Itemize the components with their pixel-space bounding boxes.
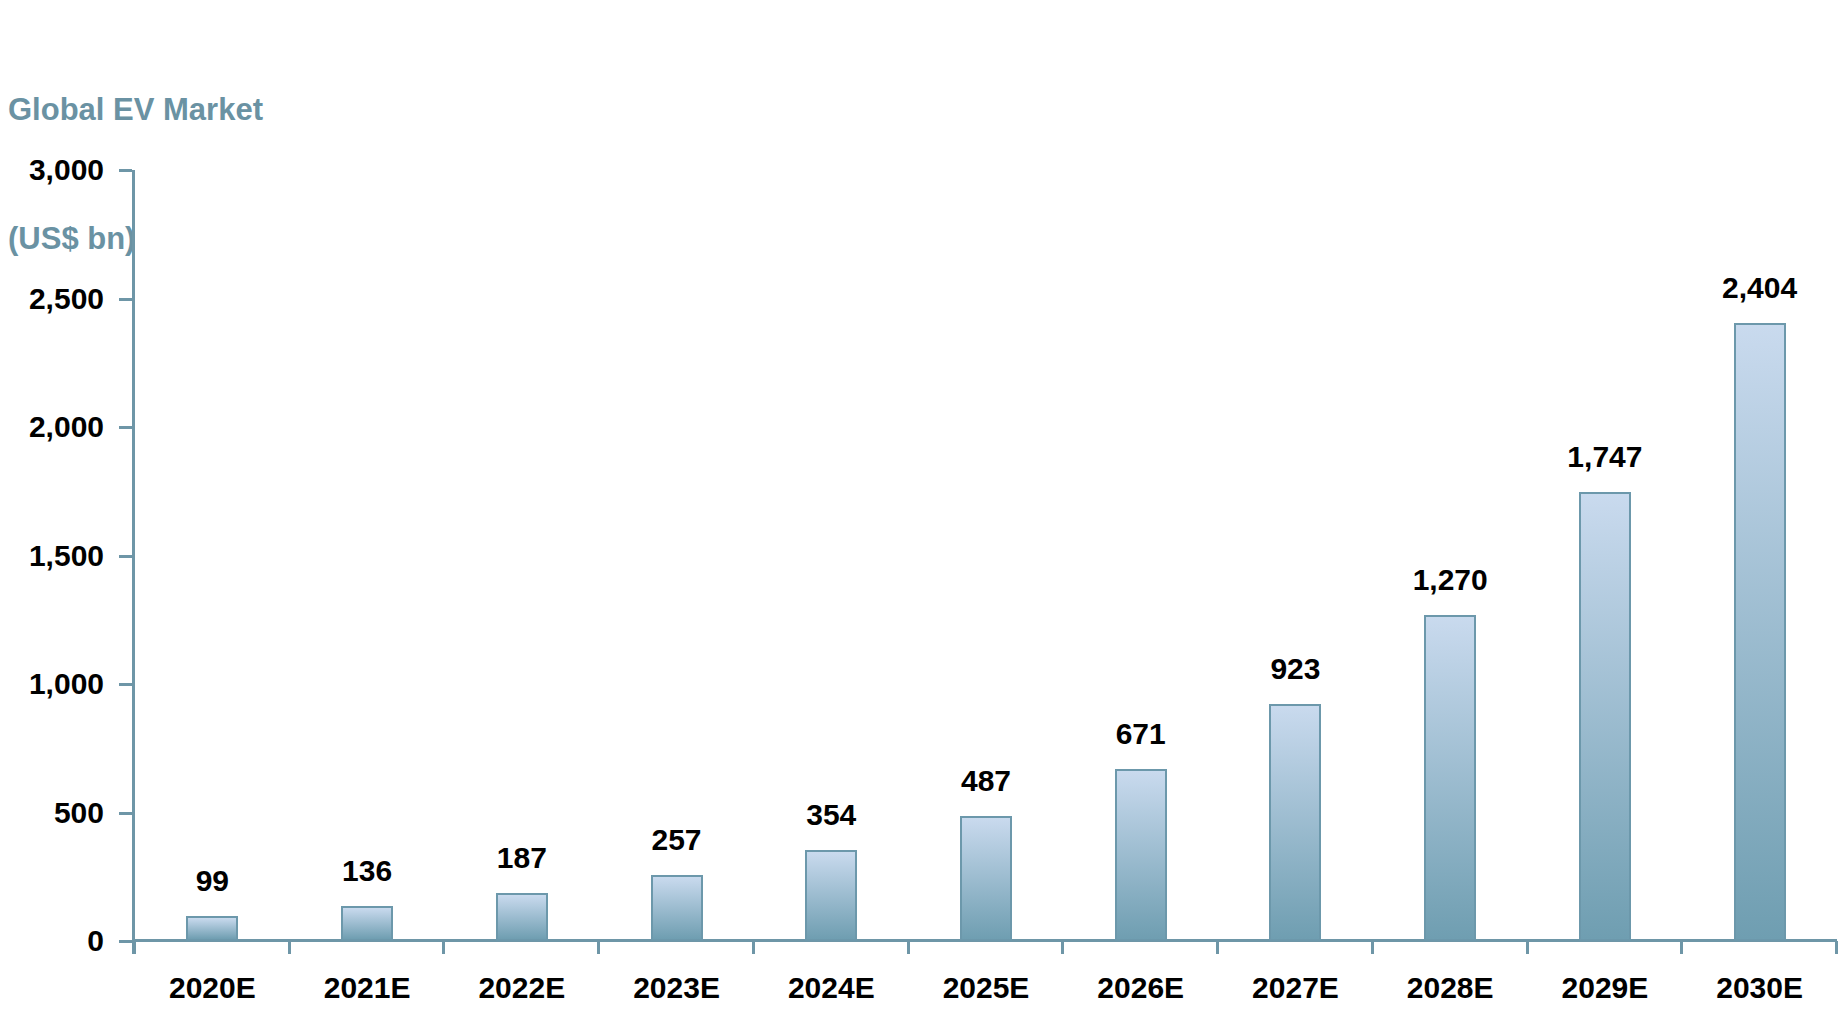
- bar: [1269, 704, 1321, 941]
- x-axis-category-label: 2029E: [1525, 973, 1685, 1003]
- bar: [186, 916, 238, 941]
- y-axis-tick: [119, 298, 132, 301]
- bar-value-label: 99: [132, 866, 292, 896]
- bar: [1579, 492, 1631, 941]
- bar: [341, 906, 393, 941]
- x-axis-tick: [442, 941, 445, 954]
- y-axis-tick-label: 1,000: [0, 669, 104, 699]
- bar-value-label: 187: [442, 843, 602, 873]
- bar: [496, 893, 548, 941]
- bar: [1424, 615, 1476, 941]
- bar-value-label: 923: [1215, 654, 1375, 684]
- x-axis-category-label: 2027E: [1215, 973, 1375, 1003]
- bar-value-label: 2,404: [1680, 273, 1840, 303]
- x-axis-tick: [1526, 941, 1529, 954]
- bar: [1734, 323, 1786, 941]
- bar: [960, 816, 1012, 941]
- y-axis-tick-label: 2,000: [0, 412, 104, 442]
- x-axis-tick: [1835, 941, 1838, 954]
- x-axis-tick: [133, 941, 136, 954]
- x-axis-tick: [1680, 941, 1683, 954]
- y-axis-tick: [119, 940, 132, 943]
- bar-value-label: 1,270: [1370, 565, 1530, 595]
- chart-title-line1: Global EV Market: [8, 88, 263, 131]
- x-axis-category-label: 2023E: [597, 973, 757, 1003]
- x-axis-tick: [907, 941, 910, 954]
- bar-value-label: 354: [751, 800, 911, 830]
- y-axis-tick: [119, 555, 132, 558]
- bar-value-label: 257: [597, 825, 757, 855]
- bar-value-label: 487: [906, 766, 1066, 796]
- bar-value-label: 136: [287, 856, 447, 886]
- x-axis-category-label: 2024E: [751, 973, 911, 1003]
- x-axis-category-label: 2025E: [906, 973, 1066, 1003]
- y-axis-tick: [119, 812, 132, 815]
- x-axis-tick: [1061, 941, 1064, 954]
- x-axis-category-label: 2022E: [442, 973, 602, 1003]
- x-axis-category-label: 2020E: [132, 973, 292, 1003]
- y-axis-tick-label: 2,500: [0, 284, 104, 314]
- y-axis-tick-label: 3,000: [0, 155, 104, 185]
- x-axis-tick: [288, 941, 291, 954]
- global-ev-market-bar-chart: Global EV Market (US$ bn) 0 500 1,000 1,500…: [0, 0, 1844, 1020]
- bar: [1115, 769, 1167, 941]
- bar-value-label: 1,747: [1525, 442, 1685, 472]
- y-axis-tick: [119, 169, 132, 172]
- x-axis-category-label: 2028E: [1370, 973, 1530, 1003]
- x-axis-tick: [1216, 941, 1219, 954]
- y-axis-tick-label: 1,500: [0, 541, 104, 571]
- x-axis-category-label: 2026E: [1061, 973, 1221, 1003]
- x-axis-tick: [597, 941, 600, 954]
- chart-title-line2: (US$ bn): [8, 217, 263, 260]
- y-axis-tick-label: 0: [0, 926, 104, 956]
- bar: [651, 875, 703, 941]
- y-axis-tick: [119, 426, 132, 429]
- x-axis-tick: [752, 941, 755, 954]
- y-axis-tick-label: 500: [0, 798, 104, 828]
- bar: [805, 850, 857, 941]
- y-axis-tick: [119, 683, 132, 686]
- x-axis-tick: [1371, 941, 1374, 954]
- y-axis-line: [132, 170, 135, 954]
- x-axis-category-label: 2030E: [1680, 973, 1840, 1003]
- x-axis-category-label: 2021E: [287, 973, 447, 1003]
- bar-value-label: 671: [1061, 719, 1221, 749]
